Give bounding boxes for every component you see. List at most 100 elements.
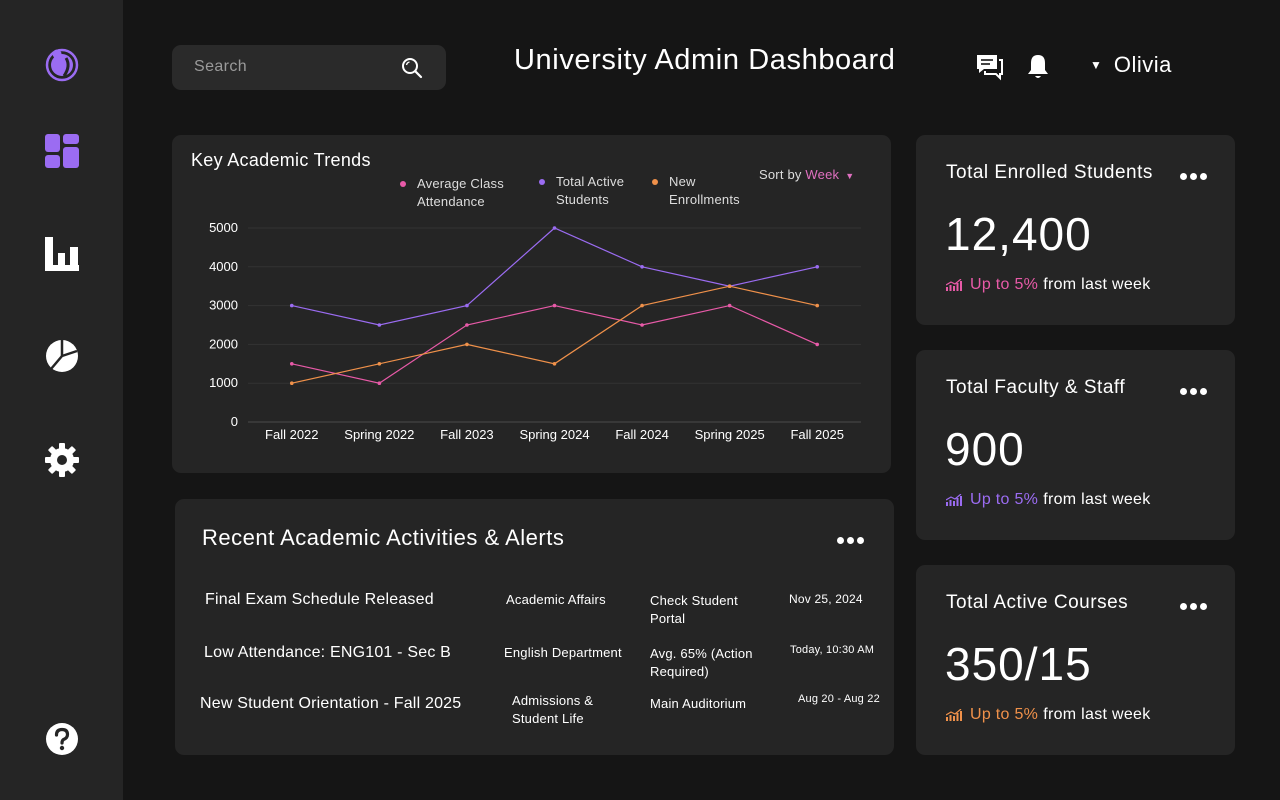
- user-menu[interactable]: ▼ Olivia: [1090, 52, 1172, 78]
- activity-department: Academic Affairs: [506, 592, 606, 607]
- more-options-icon[interactable]: [1180, 388, 1207, 395]
- sort-value: Week: [805, 167, 840, 182]
- y-tick-label: 4000: [209, 259, 238, 274]
- stat-trend: Up to 5% from last week: [946, 276, 1151, 294]
- y-tick-label: 2000: [209, 336, 238, 351]
- data-point: [465, 323, 469, 327]
- stat-trend: Up to 5% from last week: [946, 491, 1151, 509]
- data-point: [640, 323, 644, 327]
- gear-icon[interactable]: [44, 442, 80, 478]
- activity-title: New Student Orientation - Fall 2025: [200, 695, 462, 712]
- data-point: [552, 303, 557, 308]
- more-options-icon[interactable]: [837, 537, 864, 544]
- bar-chart-icon[interactable]: [44, 236, 80, 272]
- more-options-icon[interactable]: [1180, 173, 1207, 180]
- data-point: [377, 381, 382, 385]
- series-line: [291, 285, 818, 384]
- trend-suffix: from last week: [1043, 276, 1151, 293]
- academic-trends-card: Key Academic Trends Average Class Attend…: [172, 135, 891, 473]
- activity-date: Nov 25, 2024: [789, 592, 863, 606]
- legend-label-line1: New: [669, 174, 696, 189]
- activities-title: Recent Academic Activities & Alerts: [202, 525, 565, 550]
- activity-department: Admissions & Student Life: [512, 693, 594, 726]
- activity-date: Aug 20 - Aug 22: [798, 693, 880, 705]
- stat-title: Total Enrolled Students: [946, 162, 1153, 183]
- data-point: [640, 265, 644, 269]
- activity-title: Low Attendance: ENG101 - Sec B: [204, 644, 452, 661]
- legend-label-line2: Students: [556, 192, 609, 207]
- activity-detail: Check Student Portal: [650, 593, 738, 626]
- stat-card-courses: Total Active Courses 350/15 Up to 5% fro…: [916, 565, 1235, 755]
- trend-up-icon: [946, 279, 962, 291]
- data-point: [289, 303, 294, 308]
- stat-card-faculty: Total Faculty & Staff 900 Up to 5% from …: [916, 350, 1235, 540]
- page-title: University Admin Dashboard: [514, 44, 896, 76]
- legend-label-line1: Total Active: [556, 174, 625, 189]
- search-bar[interactable]: [172, 45, 446, 90]
- y-tick-label: 3000: [209, 298, 238, 313]
- data-point: [377, 362, 382, 366]
- activity-detail: Main Auditorium: [650, 696, 747, 711]
- logo-icon[interactable]: [44, 46, 80, 82]
- stat-trend: Up to 5% from last week: [946, 706, 1151, 724]
- activity-department: English Department: [504, 645, 622, 660]
- pie-chart-icon[interactable]: [44, 338, 80, 374]
- data-point: [815, 342, 820, 347]
- help-icon[interactable]: [44, 721, 80, 757]
- search-icon[interactable]: [400, 56, 424, 80]
- legend-label-line2: Attendance: [417, 194, 485, 209]
- sort-label: Sort by: [759, 167, 802, 182]
- stat-value: 350/15: [945, 638, 1092, 690]
- activities-card: Recent Academic Activities & Alerts Fina…: [175, 499, 894, 755]
- stat-value: 900: [945, 423, 1025, 475]
- y-tick-label: 1000: [209, 375, 238, 390]
- data-point: [465, 342, 469, 347]
- trend-percent: Up to 5%: [970, 706, 1039, 723]
- user-name: Olivia: [1113, 52, 1172, 77]
- y-tick-label: 0: [231, 414, 238, 429]
- sort-dropdown[interactable]: Sort by Week ▼: [759, 167, 854, 182]
- x-tick-label: Fall 2025: [790, 427, 843, 442]
- trend-suffix: from last week: [1043, 491, 1151, 508]
- x-tick-label: Spring 2024: [519, 427, 589, 442]
- x-tick-label: Fall 2022: [265, 427, 318, 442]
- legend-label-line2: Enrollments: [669, 192, 740, 207]
- search-input[interactable]: [194, 55, 394, 79]
- legend-item-active: Total Active Students: [539, 173, 624, 209]
- y-tick-label: 5000: [209, 220, 238, 235]
- bell-icon[interactable]: [1023, 52, 1053, 82]
- legend-label-line1: Average Class: [417, 176, 504, 191]
- trend-up-icon: [946, 494, 962, 506]
- sidebar: [0, 0, 123, 800]
- data-point: [727, 284, 732, 288]
- legend-item-attendance: Average Class Attendance: [400, 175, 504, 211]
- x-tick-label: Fall 2023: [440, 427, 493, 442]
- trend-up-icon: [946, 709, 962, 721]
- dashboard-icon[interactable]: [44, 133, 80, 169]
- legend-item-enrollments: New Enrollments: [652, 173, 740, 209]
- activity-date: Today, 10:30 AM: [790, 644, 875, 656]
- legend-dot: [400, 181, 406, 187]
- data-point: [815, 303, 820, 308]
- stat-value: 12,400: [945, 208, 1092, 260]
- stat-card-enrolled: Total Enrolled Students 12,400 Up to 5% …: [916, 135, 1235, 325]
- data-point: [377, 323, 382, 327]
- legend-dot: [652, 179, 658, 185]
- trend-percent: Up to 5%: [970, 276, 1039, 293]
- data-point: [552, 362, 557, 366]
- messages-icon[interactable]: [975, 52, 1005, 82]
- activity-title: Final Exam Schedule Released: [205, 591, 434, 608]
- line-chart: 0 1000 2000 3000 4000 5000 Fall 2022 Spring 202…: [209, 220, 861, 442]
- x-tick-label: Spring 2025: [695, 427, 765, 442]
- activity-detail: Avg. 65% (Action Required): [650, 646, 753, 679]
- x-tick-label: Spring 2022: [344, 427, 414, 442]
- data-point: [465, 303, 469, 308]
- stat-title: Total Active Courses: [946, 592, 1129, 613]
- stat-title: Total Faculty & Staff: [946, 377, 1126, 398]
- data-point: [640, 303, 644, 308]
- more-options-icon[interactable]: [1180, 603, 1207, 610]
- chevron-down-icon[interactable]: ▼: [1090, 58, 1102, 72]
- trend-percent: Up to 5%: [970, 491, 1039, 508]
- x-tick-label: Fall 2024: [615, 427, 668, 442]
- data-point: [727, 303, 732, 308]
